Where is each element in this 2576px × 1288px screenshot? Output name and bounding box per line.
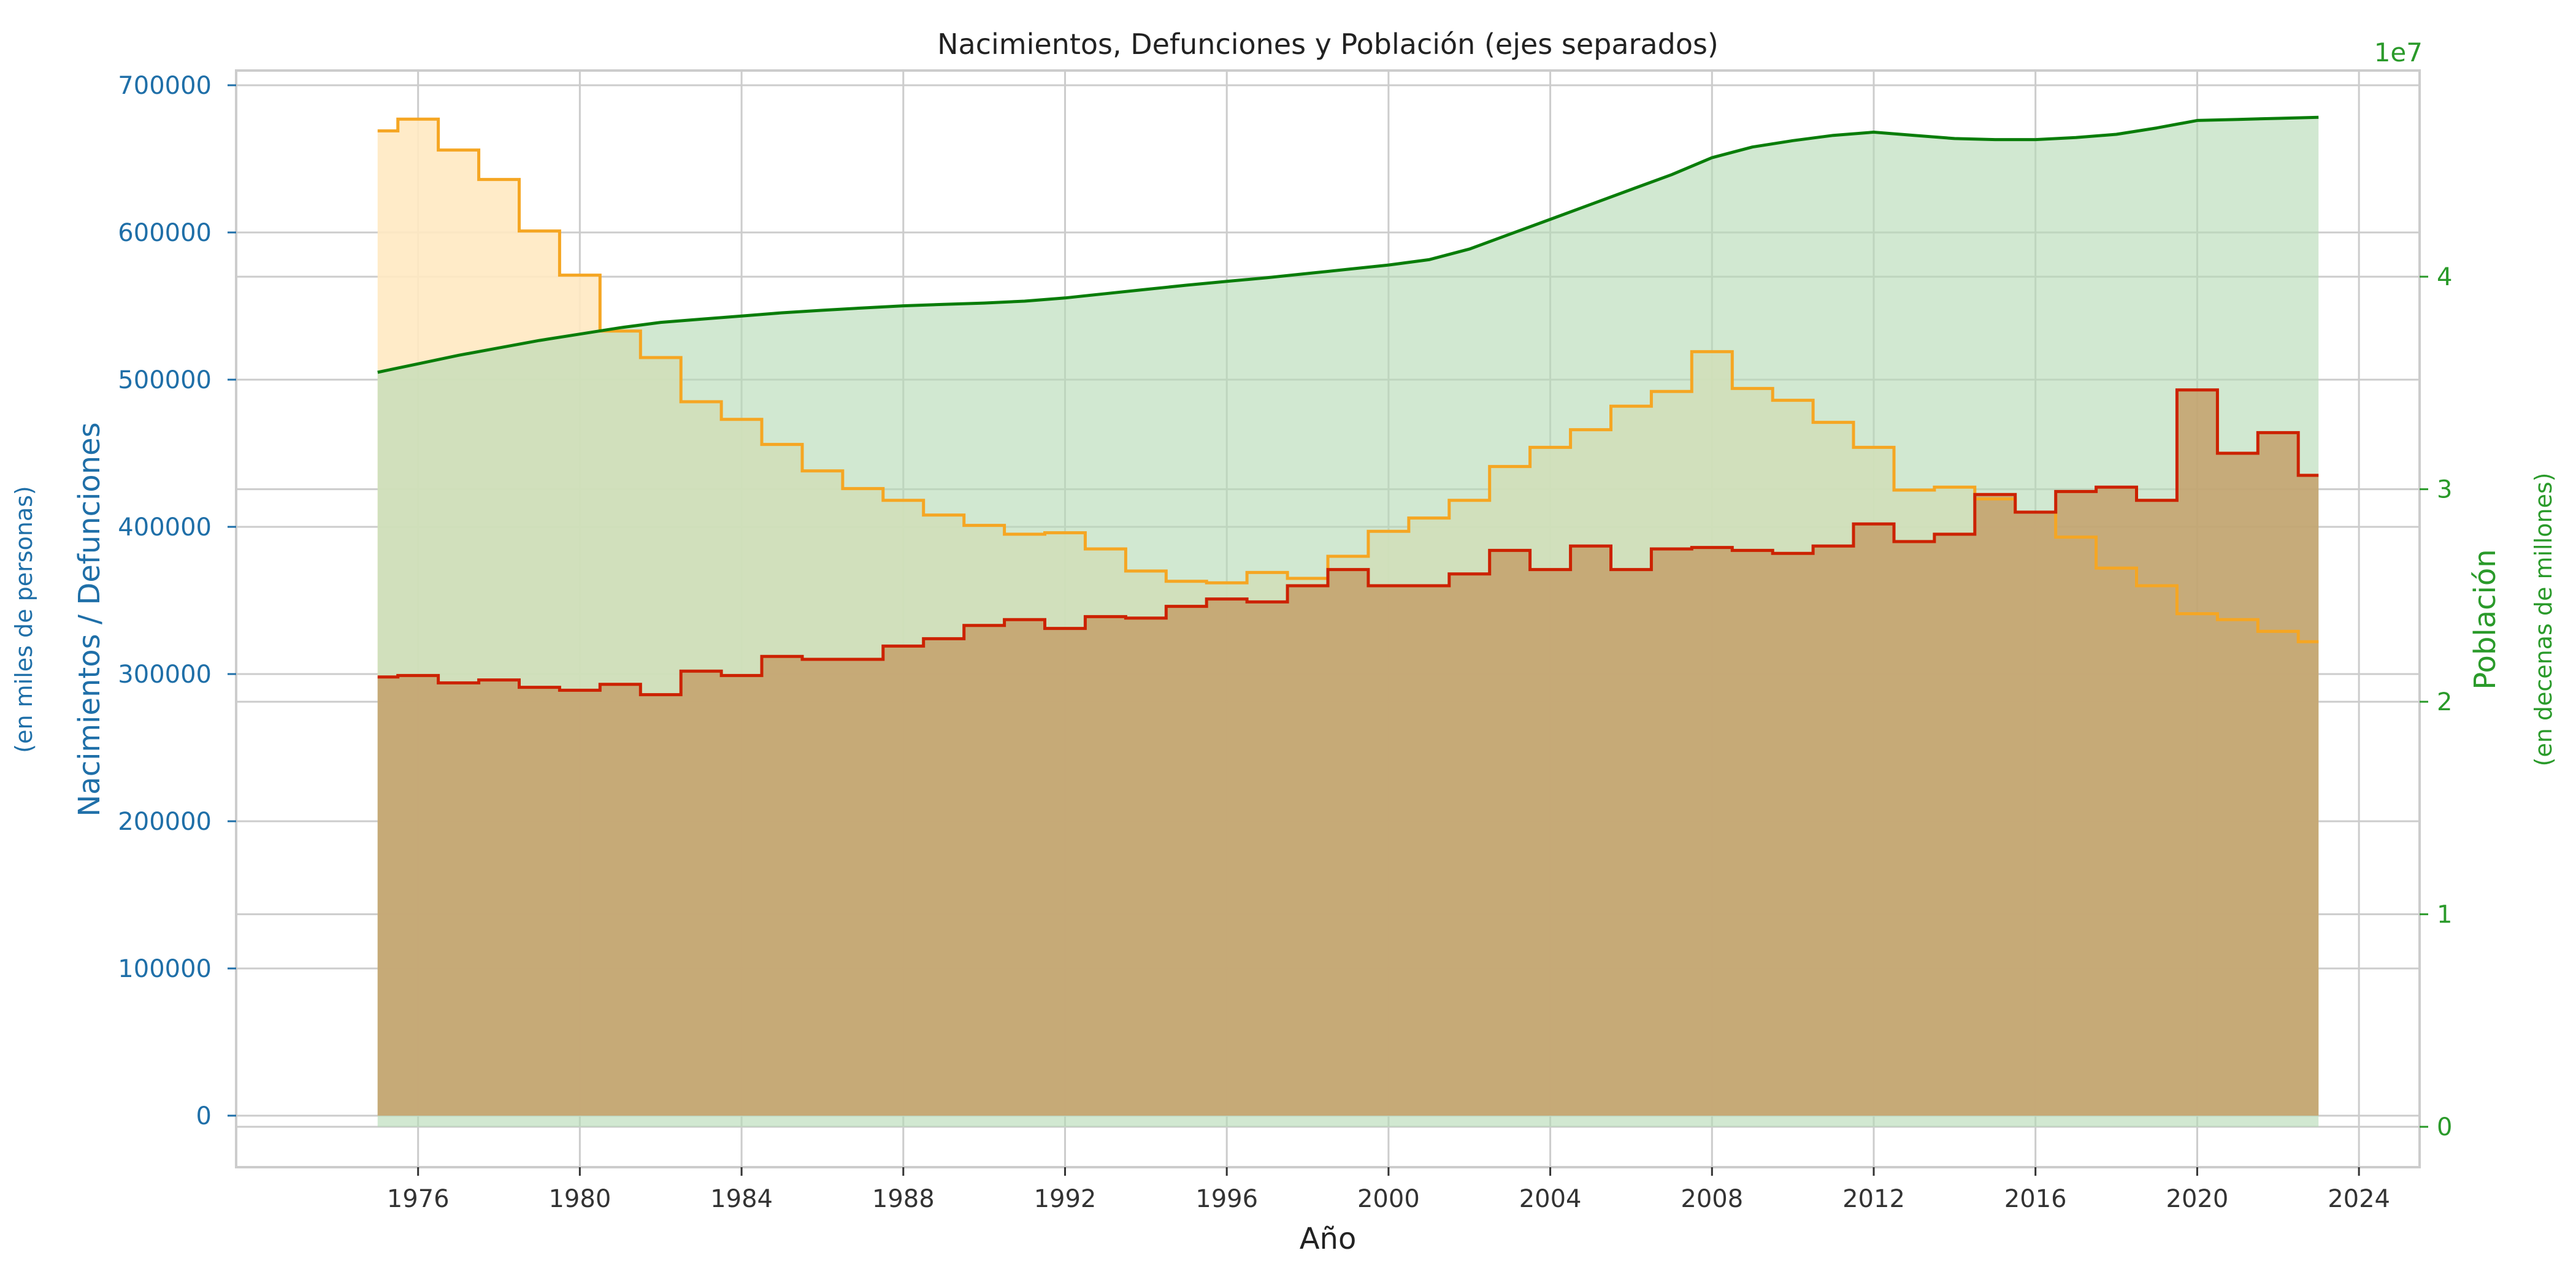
y-right-tick-label: 4 [2437,263,2452,291]
y-right-tick-label: 1 [2437,901,2452,929]
y-left-tick-label: 300000 [118,661,212,689]
y-left-tick-label: 500000 [118,366,212,394]
population-line [377,115,2319,374]
y-right-tick-label: 0 [2437,1113,2452,1141]
x-tick-label: 1988 [872,1185,935,1213]
x-tick-label: 2008 [1681,1185,1743,1213]
y-axis-right-label: Población [2468,549,2502,689]
axis-layer: 1976 1980 1984 1988 1992 1996 2000 2004 2008 2012… [118,72,2452,1213]
y-axis-left-label: Nacimientos / Defunciones [72,422,107,816]
x-tick-label: 2016 [2004,1185,2067,1213]
deaths-area [377,389,2319,1116]
x-tick-label: 1992 [1034,1185,1097,1213]
chart-title: Nacimientos, Defunciones y Población (ej… [937,28,1719,61]
x-tick-label: 1980 [548,1185,611,1213]
y-left-tick-label: 600000 [118,219,212,247]
x-tick-label: 1976 [387,1185,450,1213]
y-left-tick-label: 700000 [118,72,212,100]
deaths-line [377,388,2319,697]
y-axis-right-offset: 1e7 [2374,37,2423,67]
x-tick-label: 2000 [1357,1185,1420,1213]
y-left-tick-label: 0 [196,1102,212,1130]
x-axis-label: Año [1300,1222,1357,1256]
line-layer [377,115,2319,697]
x-tick-label: 2004 [1519,1185,1582,1213]
y-left-tick-label: 100000 [118,955,212,983]
x-tick-label: 2024 [2328,1185,2390,1213]
x-tick-label: 1984 [710,1185,773,1213]
y-left-tick-label: 200000 [118,808,212,836]
area-layer [377,117,2319,1127]
x-tick-label: 2012 [1842,1185,1905,1213]
y-axis-left-sublabel: (en miles de personas) [10,486,37,753]
y-right-tick-label: 3 [2437,476,2452,504]
y-axis-right-sublabel: (en decenas de millones) [2530,473,2557,767]
y-right-tick-label: 2 [2437,688,2452,716]
x-tick-label: 2020 [2166,1185,2229,1213]
births-line [377,117,2319,643]
plot-frame [235,69,2421,1168]
x-tick-label: 1996 [1195,1185,1258,1213]
y-left-tick-label: 400000 [118,513,212,542]
